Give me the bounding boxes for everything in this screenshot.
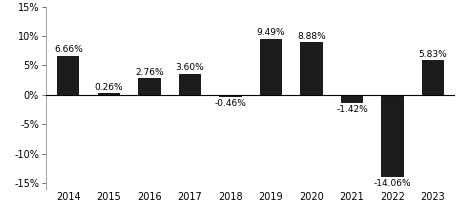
Bar <box>259 39 281 95</box>
Text: 8.88%: 8.88% <box>297 32 325 41</box>
Text: 6.66%: 6.66% <box>54 45 83 54</box>
Text: 3.60%: 3.60% <box>175 63 204 72</box>
Text: 5.83%: 5.83% <box>418 50 447 59</box>
Bar <box>300 43 322 95</box>
Text: 0.26%: 0.26% <box>94 83 123 92</box>
Bar <box>179 74 201 95</box>
Text: -14.06%: -14.06% <box>373 179 410 188</box>
Text: -1.42%: -1.42% <box>336 105 367 113</box>
Text: -0.46%: -0.46% <box>214 99 246 108</box>
Text: 9.49%: 9.49% <box>256 28 285 38</box>
Bar <box>219 95 241 97</box>
Bar <box>340 95 363 103</box>
Text: 2.76%: 2.76% <box>135 68 163 77</box>
Bar <box>97 93 120 95</box>
Bar <box>138 79 160 95</box>
Bar <box>421 60 443 95</box>
Bar <box>381 95 403 177</box>
Bar <box>57 56 79 95</box>
